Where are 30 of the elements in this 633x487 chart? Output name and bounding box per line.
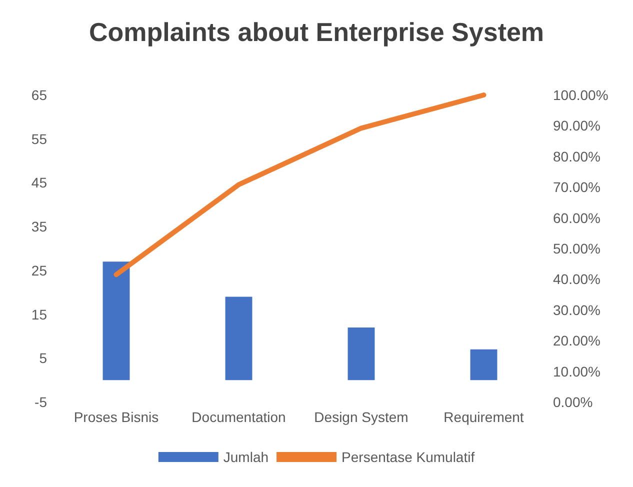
x-tick-label: Requirement — [444, 409, 524, 425]
legend-label: Jumlah — [223, 449, 269, 465]
y-tick-label: 65 — [31, 87, 48, 103]
bar — [102, 262, 130, 380]
x-tick-label: Documentation — [192, 409, 286, 425]
y2-tick-label: 0.00% — [553, 394, 593, 410]
y2-tick-label: 60.00% — [553, 210, 600, 226]
y2-tick-label: 90.00% — [553, 118, 600, 134]
y-tick-label: 25 — [31, 262, 48, 278]
y2-tick-label: 80.00% — [553, 148, 600, 164]
bar — [348, 327, 375, 380]
y-tick-label: 45 — [31, 174, 48, 191]
chart-title: Complaints about Enterprise System — [88, 17, 544, 47]
x-tick-label: Proses Bisnis — [74, 409, 159, 425]
y-tick-label: 5 — [39, 350, 48, 366]
bar — [470, 349, 498, 380]
y-tick-label: 55 — [31, 130, 48, 147]
legend-label: Persentase Kumulatif — [342, 449, 475, 465]
y-tick-label: 15 — [31, 306, 48, 322]
y-tick-label: -5 — [34, 394, 48, 410]
y2-tick-label: 50.00% — [553, 240, 600, 256]
y-tick-label: 35 — [31, 218, 48, 235]
y2-tick-label: 30.00% — [553, 302, 600, 318]
y2-tick-label: 100.00% — [553, 87, 608, 103]
y2-tick-label: 40.00% — [553, 271, 600, 288]
bar — [225, 296, 252, 380]
x-tick-label: Design System — [314, 409, 408, 425]
y2-tick-label: 20.00% — [553, 332, 600, 349]
y2-tick-label: 10.00% — [553, 363, 600, 380]
y2-tick-label: 70.00% — [553, 179, 600, 196]
